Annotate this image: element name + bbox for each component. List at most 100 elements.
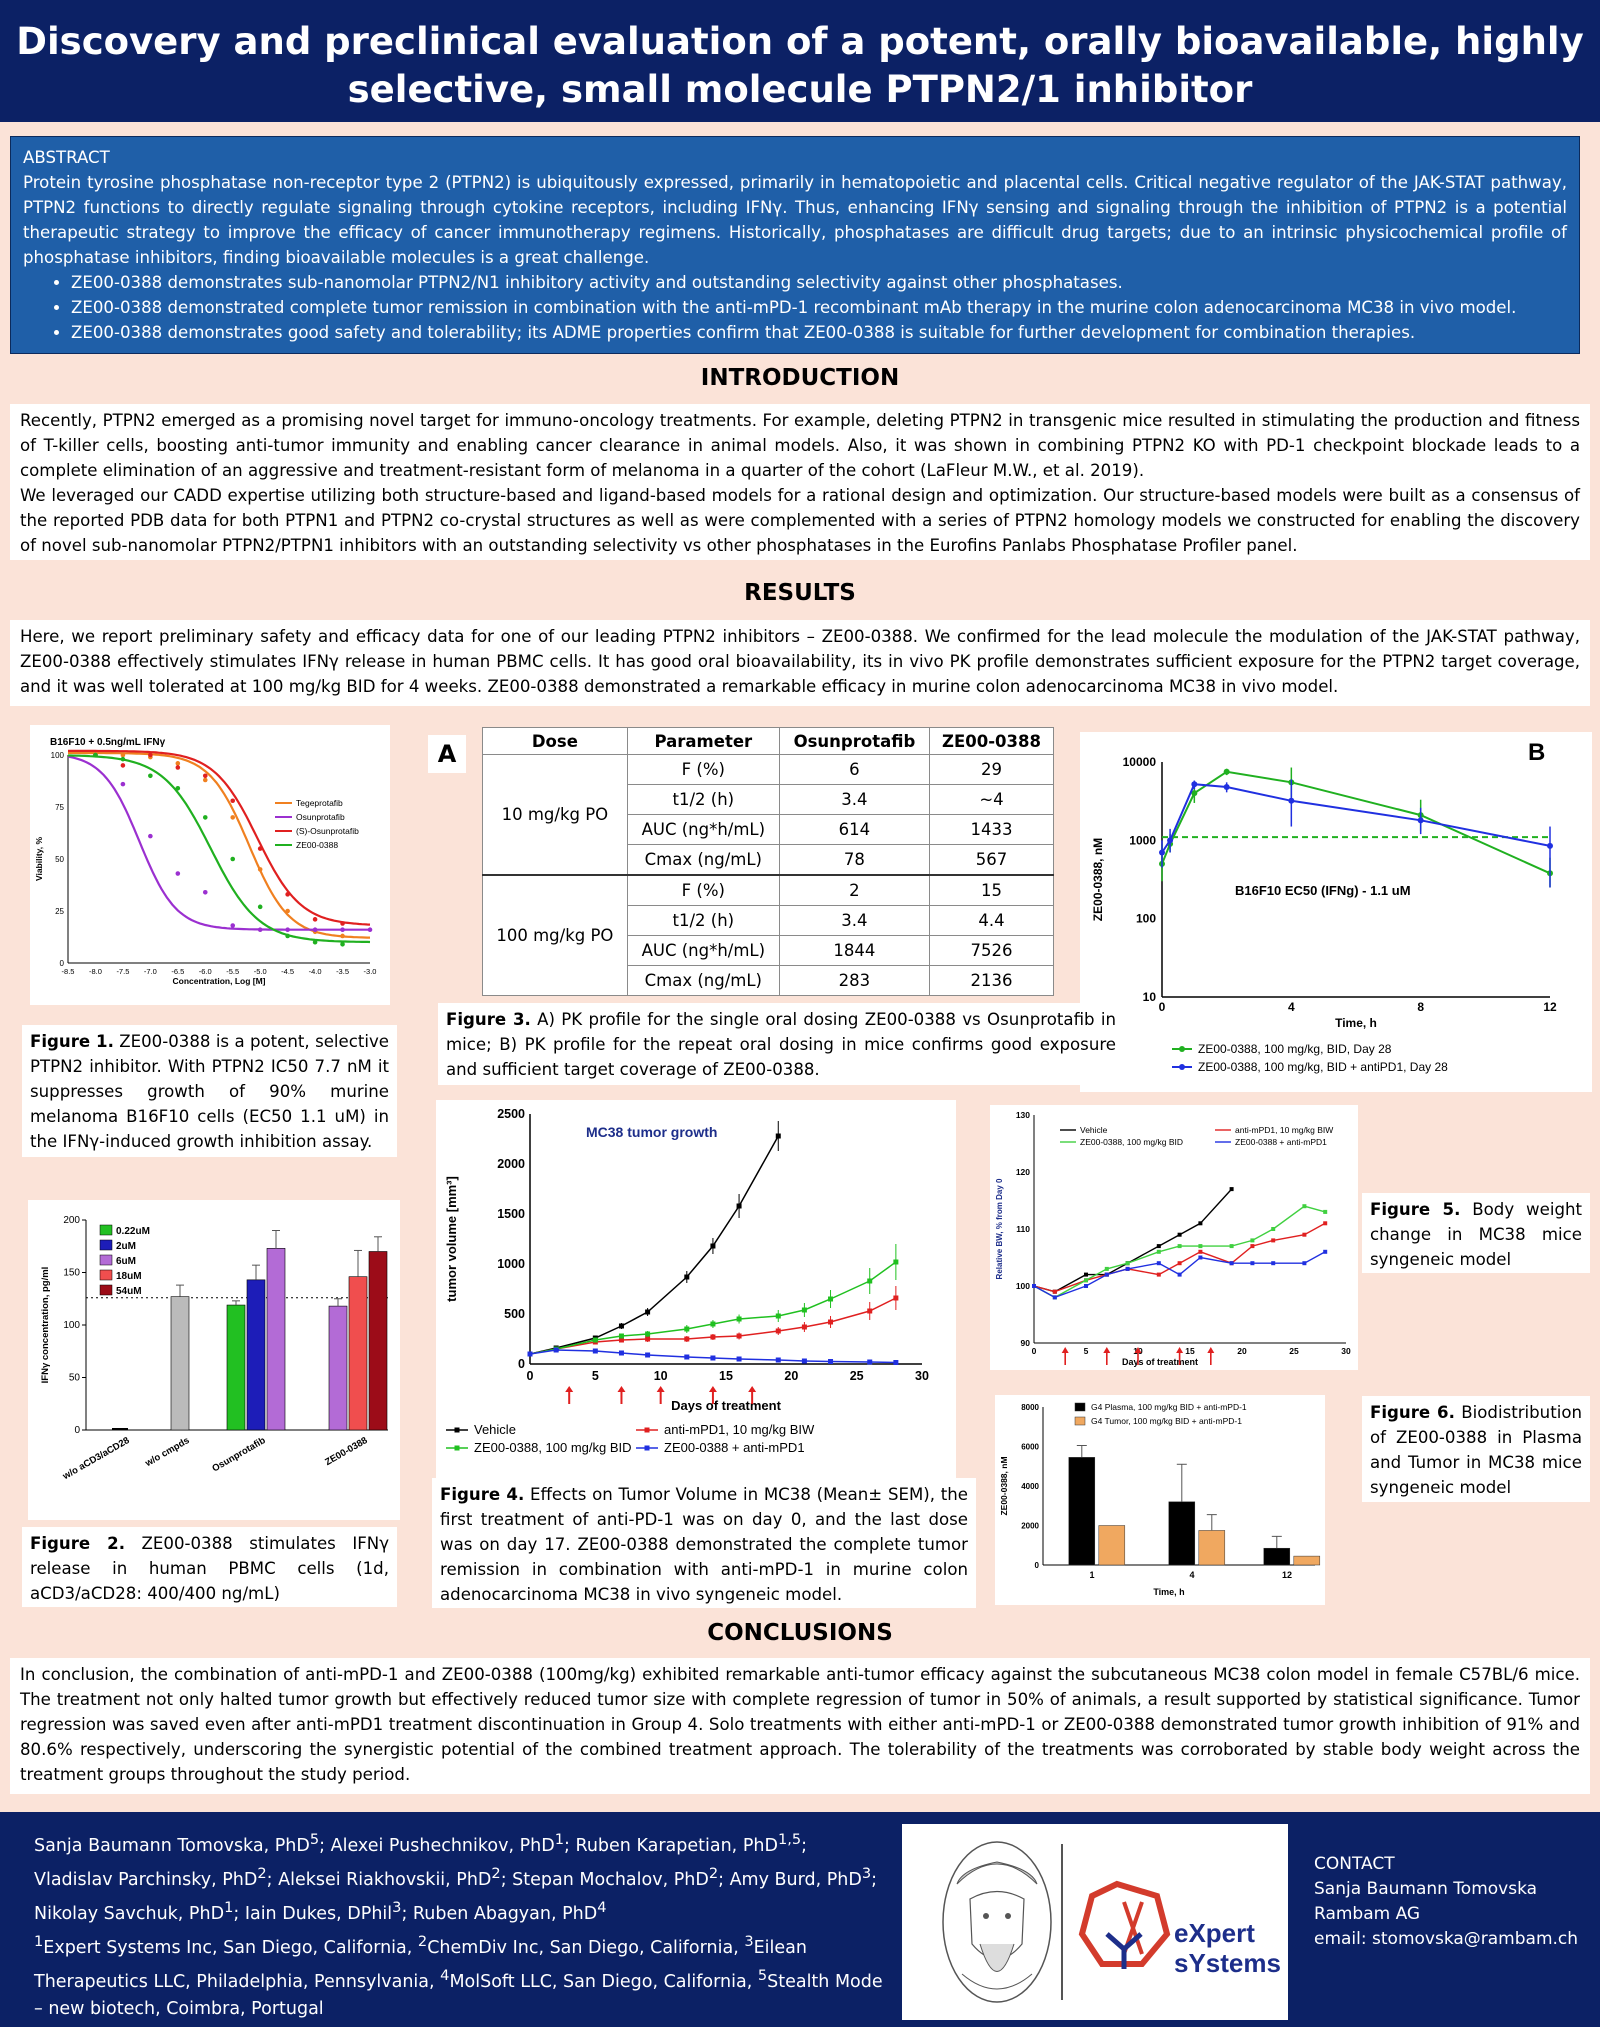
y-tick-label: 2500 — [497, 1107, 525, 1121]
author-name: Ruben Karapetian, PhD — [575, 1835, 778, 1856]
x-tick-label: 25 — [850, 1369, 864, 1383]
pk-cell: 567 — [928, 844, 1055, 876]
data-point — [285, 933, 290, 939]
x-category-label: w/o aCD3/aCD28 — [60, 1435, 131, 1483]
data-point — [1191, 781, 1198, 788]
data-point — [202, 773, 208, 779]
x-tick-label: 5 — [592, 1369, 599, 1383]
rambam-portrait-logo — [942, 1841, 1052, 2003]
data-point — [257, 867, 263, 872]
pk-cell: t1/2 (h) — [626, 905, 780, 936]
affil-sup: 3 — [744, 1933, 754, 1950]
fig2-ifn-bar-chart: 0 50 100 150 200 IFNγ concentration, pg/ml w/o… — [40, 1215, 388, 1483]
fig4-caption-text: Effects on Tumor Volume in MC38 (Mean± S… — [440, 1485, 968, 1604]
data-point — [1302, 1232, 1307, 1237]
x-axis-label: Concentration, Log [M] — [172, 976, 265, 986]
data-point — [775, 1313, 781, 1319]
conclusions-box: In conclusion, the combination of anti-m… — [10, 1658, 1590, 1794]
data-point — [175, 761, 181, 766]
data-point — [202, 777, 208, 783]
y-tick-label: 25 — [55, 907, 64, 916]
data-point — [645, 1352, 651, 1358]
data-point — [801, 1324, 807, 1330]
legend-swatch — [99, 1254, 113, 1266]
pk-cell: Cmax (ng/mL) — [626, 965, 780, 996]
data-point — [1177, 1261, 1182, 1266]
author-name: Aleksei Riakhovskii, PhD — [278, 1869, 492, 1890]
data-point — [285, 927, 290, 933]
data-point — [1104, 1266, 1109, 1271]
data-point — [1271, 1238, 1276, 1243]
y-tick-label: 120 — [1016, 1167, 1030, 1177]
fig5-body-weight-plot: 90100110120130051015202530Days of treatm… — [995, 1110, 1351, 1367]
y-tick-label: 6000 — [1021, 1443, 1039, 1452]
legend-label: Vehicle — [1080, 1125, 1108, 1135]
contact-name: Sanja Baumann Tomovska — [1314, 1879, 1538, 1899]
x-tick-label: -3.0 — [364, 967, 377, 976]
pk-table-row: 100 mg/kg PO F (%) 2 15 — [482, 874, 1055, 996]
legend-marker — [454, 1445, 460, 1451]
contact-email[interactable]: email: stomovska@rambam.ch — [1314, 1929, 1579, 1949]
pk-cell: 614 — [778, 814, 930, 845]
fig6-caption: Figure 6. Biodistribution of ZE00-0388 i… — [1362, 1396, 1590, 1502]
fit-curve-1 — [67, 755, 370, 931]
legend-label: 18uM — [116, 1271, 142, 1282]
y-axis-label: Viability, % — [34, 837, 44, 882]
x-category-label: w/o cmpds — [143, 1435, 192, 1470]
data-point — [148, 773, 153, 779]
legend-label: anti-mPD1, 10 mg/kg BIW — [664, 1422, 815, 1437]
fig2-caption-label: Figure 2. — [30, 1534, 126, 1553]
pk-cell: 3.4 — [778, 784, 930, 815]
x-tick-label: -8.5 — [62, 967, 75, 976]
pk-table-row: Cmax (ng/mL) 78 567 — [483, 844, 1055, 876]
fig6-chart: 0 2000 4000 6000 8000 ZE00-0388, nM Time, h 1 4 1… — [995, 1395, 1325, 1605]
affiliation: Expert Systems Inc, San Diego, Californi… — [43, 1937, 407, 1958]
data-point — [1271, 1227, 1276, 1231]
x-category-label: 12 — [1282, 1570, 1292, 1580]
y-tick-label: 0 — [518, 1357, 525, 1371]
x-tick-label: -6.0 — [199, 967, 212, 976]
introduction-box: Recently, PTPN2 emerged as a promising n… — [10, 404, 1590, 560]
data-point — [1125, 1261, 1130, 1266]
results-heading: RESULTS — [744, 580, 856, 606]
treatment-arrowhead — [1134, 1347, 1142, 1353]
results-box: Here, we report preliminary safety and e… — [10, 620, 1590, 706]
x-category-label: 1 — [1089, 1570, 1094, 1580]
data-point — [592, 1348, 598, 1354]
x-axis-label: Time, h — [1153, 1587, 1184, 1597]
legend-label: Vehicle — [474, 1422, 516, 1437]
abstract-heading: ABSTRACT — [23, 148, 110, 167]
treatment-arrowhead — [708, 1386, 717, 1392]
pk-cell: 78 — [778, 844, 930, 876]
x-tick-label: 0 — [1032, 1346, 1037, 1356]
fig5-caption: Figure 5. Body weight change in MC38 mic… — [1362, 1193, 1590, 1273]
affil-sup: 1 — [34, 1933, 44, 1950]
legend-label: ZE00-0388 — [296, 840, 338, 850]
data-point — [1084, 1278, 1088, 1283]
legend-label: 2uM — [116, 1241, 136, 1252]
author-name: Amy Burd, PhD — [729, 1869, 862, 1890]
treatment-arrowhead — [617, 1386, 626, 1392]
x-category-label: ZE00-0388 — [323, 1435, 369, 1468]
fig3b-pk-plot: B 10 100 1000 10000 0 4 8 12 Time, h ZE00-0388, nM… — [1091, 739, 1557, 1074]
pk-cell: 15 — [928, 874, 1055, 906]
data-point — [93, 752, 98, 758]
data-point — [893, 1360, 899, 1365]
legend-label: 0.22uM — [116, 1226, 150, 1237]
y-axis-label: ZE00-0388, nM — [1091, 838, 1105, 921]
legend-marker — [454, 1427, 460, 1433]
data-point — [1250, 1244, 1255, 1249]
x-tick-label: 25 — [1289, 1346, 1299, 1356]
author-affil-sup: 5 — [309, 1831, 320, 1848]
introduction-paragraph: We leveraged our CADD expertise utilizin… — [20, 486, 1580, 555]
x-tick-label: -5.5 — [226, 967, 239, 976]
author-name: Iain Dukes, DPhil — [244, 1903, 393, 1924]
bar — [170, 1296, 190, 1431]
data-point — [120, 756, 126, 762]
data-point — [285, 892, 290, 897]
author-name: Sanja Baumann Tomovska, PhD — [34, 1835, 310, 1856]
pk-cell: AUC (ng*h/mL) — [626, 935, 780, 966]
y-tick-label: 50 — [55, 855, 64, 864]
data-point — [684, 1354, 690, 1360]
results-paragraph: Here, we report preliminary safety and e… — [20, 627, 1580, 696]
